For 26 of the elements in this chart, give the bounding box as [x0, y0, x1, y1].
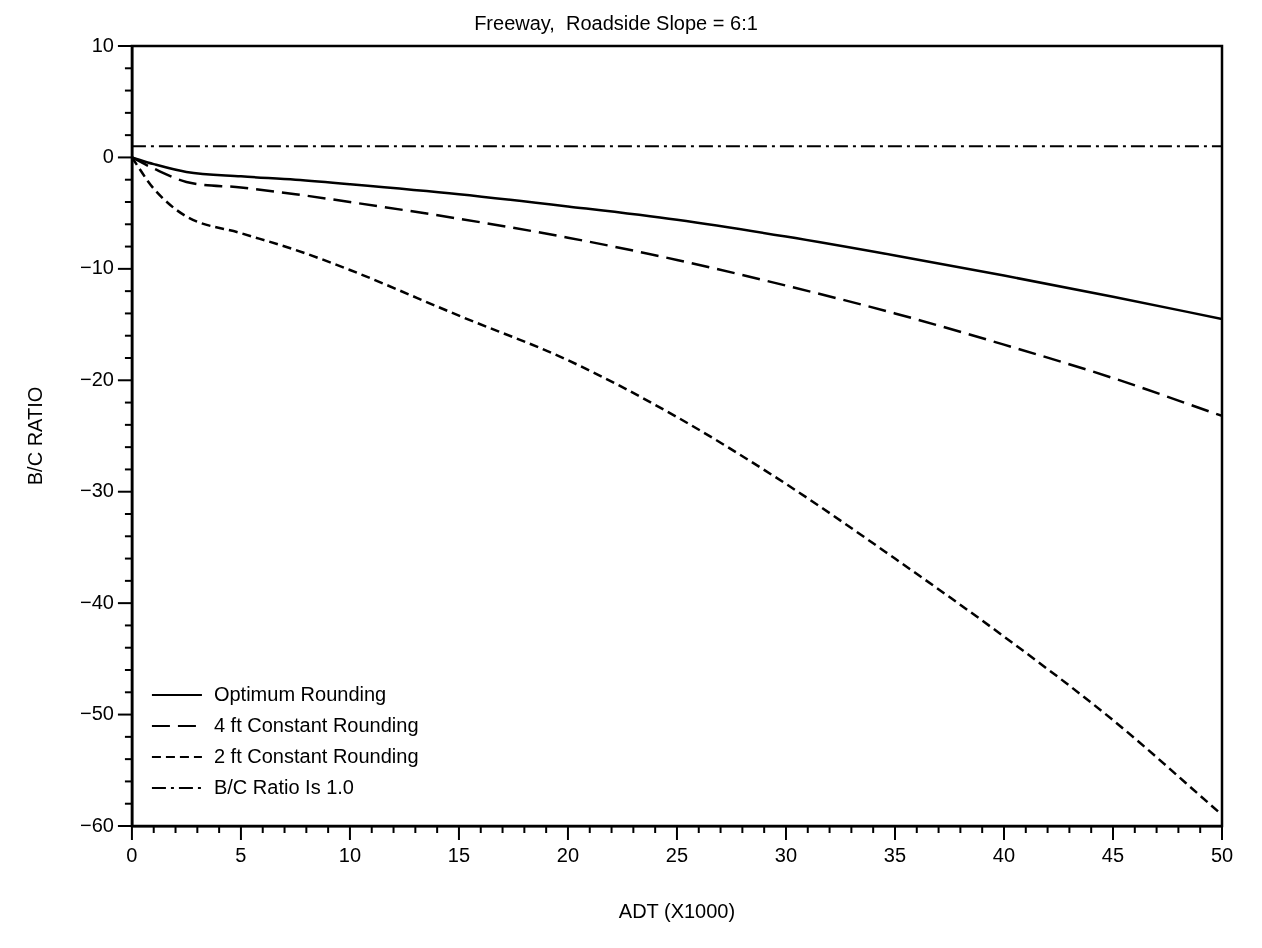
y-tick-label: −40: [79, 590, 114, 613]
x-tick-label: 35: [883, 843, 907, 866]
x-tick-label: 0: [126, 843, 138, 866]
x-axis-title: ADT (X1000): [618, 899, 736, 922]
x-tick-label: 45: [1101, 843, 1125, 866]
chart-title: Freeway, Roadside Slope = 6:1: [474, 11, 758, 34]
x-tick-label: 25: [665, 843, 689, 866]
x-tick-label: 15: [447, 843, 471, 866]
x-tick-label: 50: [1210, 843, 1234, 866]
x-tick-label: 10: [338, 843, 362, 866]
y-tick-label: 0: [102, 144, 114, 167]
x-tick-label: 30: [774, 843, 798, 866]
legend-label: 4 ft Constant Rounding: [213, 713, 419, 736]
y-tick-label: −60: [79, 813, 114, 836]
x-tick-label: 20: [556, 843, 580, 866]
y-tick-label: −20: [79, 367, 114, 390]
x-tick-label: 5: [235, 843, 247, 866]
x-tick-label: 40: [992, 843, 1016, 866]
y-tick-label: −50: [79, 702, 114, 725]
y-tick-label: −10: [79, 256, 114, 279]
legend-label: Optimum Rounding: [213, 682, 387, 705]
y-axis-title: B/C RATIO: [23, 386, 46, 486]
y-tick-label: −30: [79, 479, 114, 502]
legend-label: 2 ft Constant Rounding: [213, 744, 419, 767]
legend-label: B/C Ratio Is 1.0: [213, 775, 354, 798]
y-tick-label: 10: [91, 33, 114, 56]
